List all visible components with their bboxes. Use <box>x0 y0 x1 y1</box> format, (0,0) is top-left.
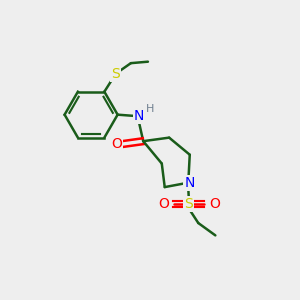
Text: H: H <box>146 104 154 114</box>
Text: N: N <box>184 176 195 190</box>
Text: O: O <box>111 137 122 151</box>
Text: O: O <box>158 197 169 211</box>
Text: S: S <box>111 67 120 81</box>
Text: S: S <box>184 197 193 211</box>
Text: O: O <box>209 197 220 211</box>
Text: N: N <box>134 109 144 123</box>
